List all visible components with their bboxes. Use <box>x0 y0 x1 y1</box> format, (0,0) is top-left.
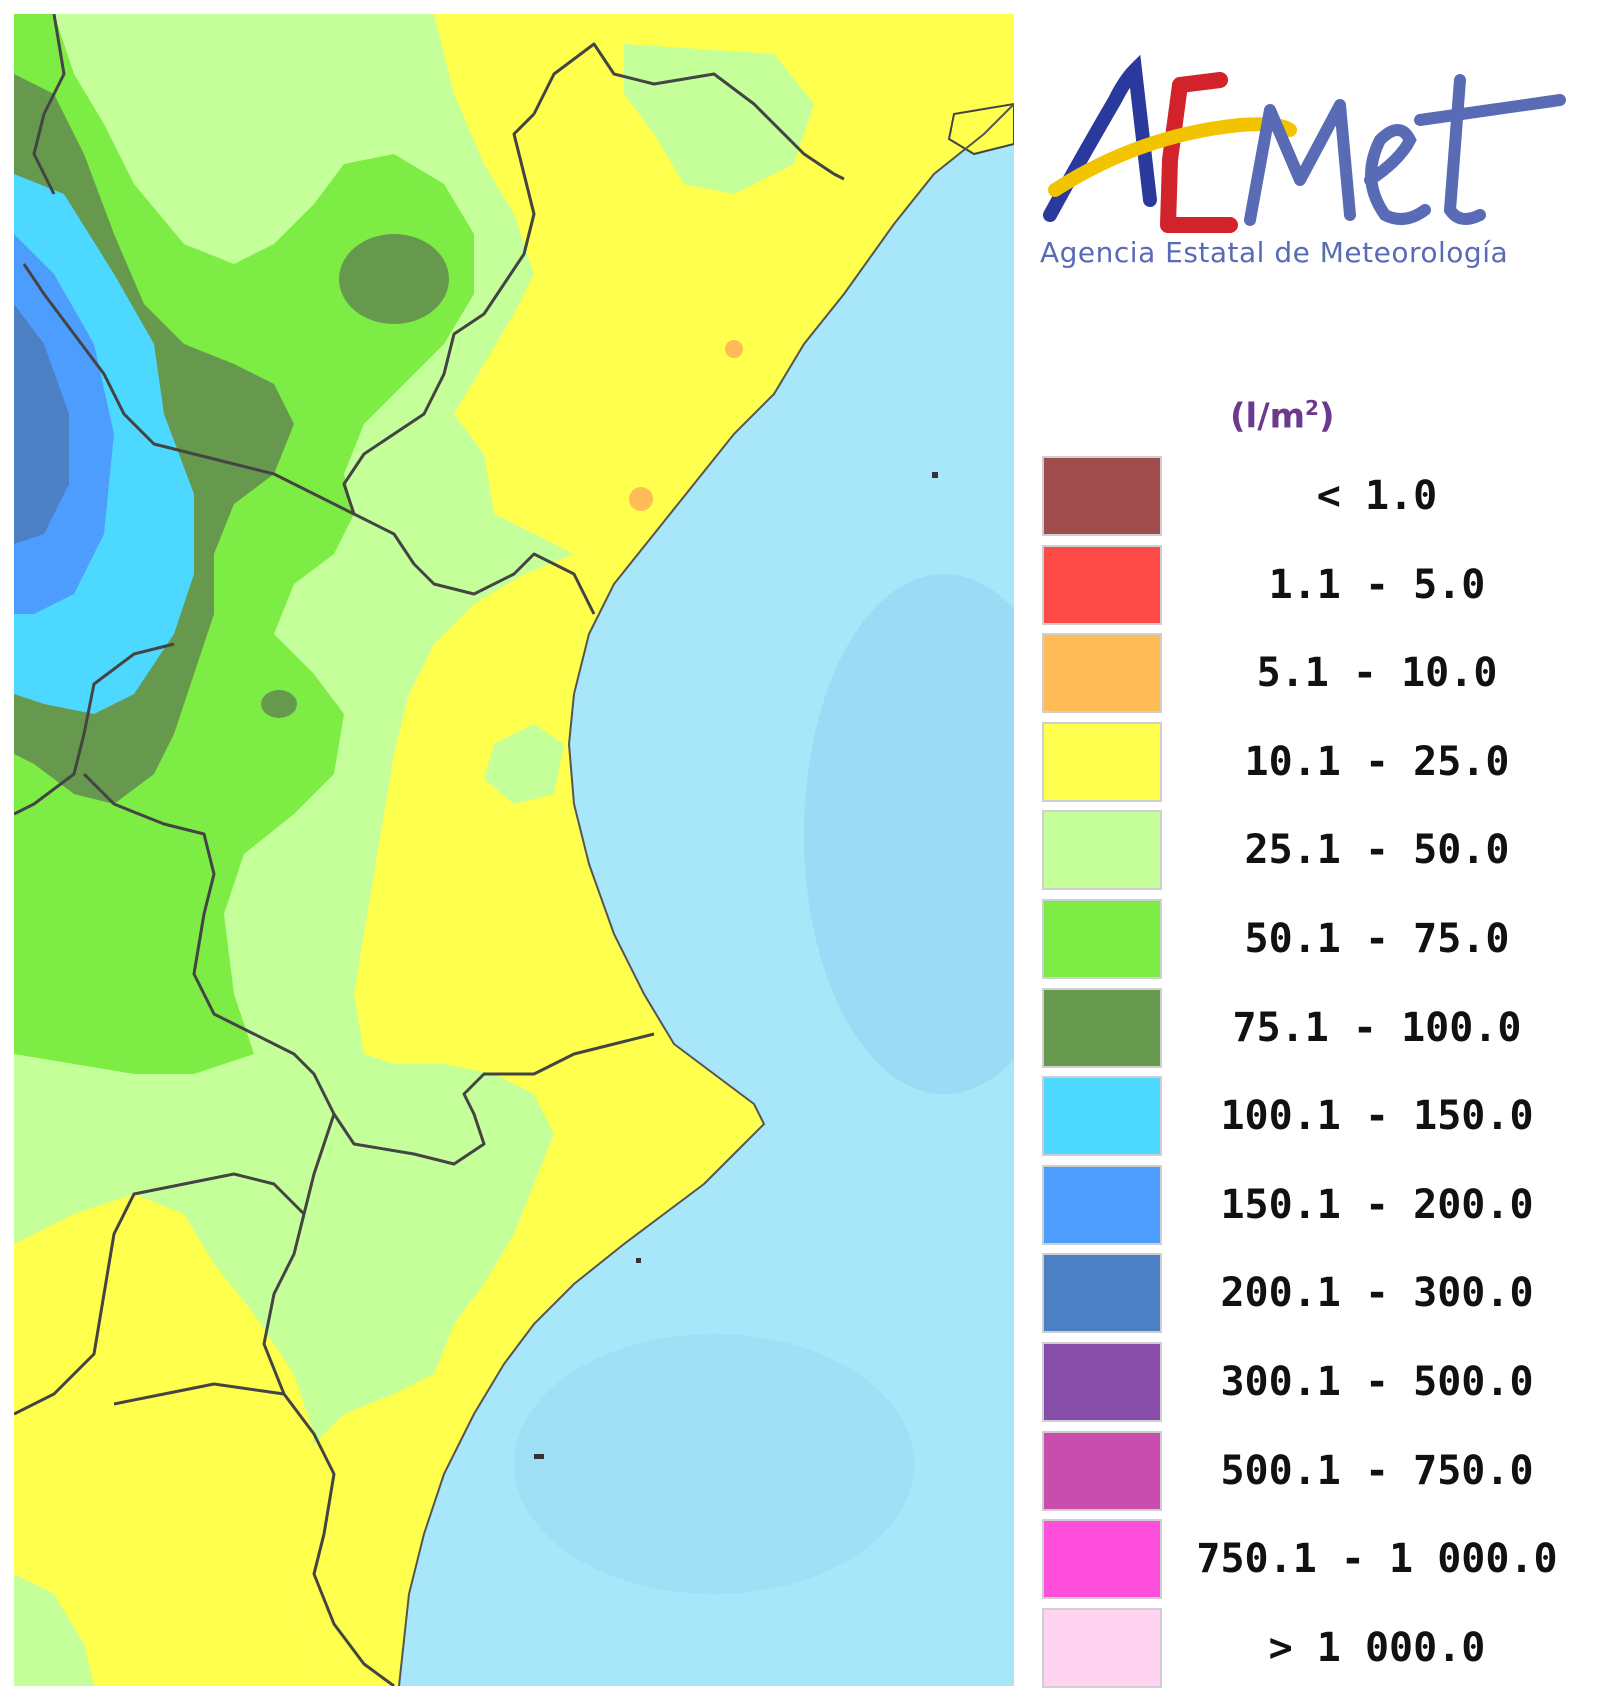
rain-zone-10-25 <box>434 14 1014 584</box>
legend-label: 200.1 - 300.0 <box>1220 1270 1534 1317</box>
legend-label: > 1 000.0 <box>1268 1624 1486 1671</box>
rain-zone-5-10 <box>725 340 743 358</box>
rain-zone-75-100 <box>339 234 449 324</box>
legend-row: 10.1 - 25.0 <box>1042 721 1582 811</box>
rain-zone-75-100 <box>261 690 297 718</box>
islet <box>636 1258 641 1263</box>
legend-row: 5.1 - 10.0 <box>1042 633 1582 722</box>
legend-swatch <box>1042 633 1162 714</box>
legend-swatch <box>1042 721 1162 802</box>
legend-row: 1.1 - 5.0 <box>1042 544 1582 634</box>
legend-row: 200.1 - 300.0 <box>1042 1253 1582 1342</box>
legend-label: 150.1 - 200.0 <box>1220 1181 1534 1228</box>
rain-zone-200-300 <box>14 304 69 544</box>
legend-swatch <box>1042 1076 1162 1157</box>
legend-swatch <box>1042 898 1162 979</box>
legend-swatch <box>1042 1164 1162 1245</box>
legend-label: 100.1 - 150.0 <box>1220 1093 1534 1140</box>
sea-deep-patch <box>514 1334 914 1594</box>
legend-label: 5.1 - 10.0 <box>1256 650 1498 697</box>
precipitation-map <box>14 14 1014 1686</box>
legend-swatch <box>1042 544 1162 625</box>
legend-swatch <box>1042 1253 1162 1334</box>
legend-row: 100.1 - 150.0 <box>1042 1076 1582 1165</box>
map-canvas <box>14 14 1014 1686</box>
legend-row: 150.1 - 200.0 <box>1042 1164 1582 1254</box>
precipitation-legend: < 1.0 1.1 - 5.0 5.1 - 10.0 10.1 - 25.0 25.1 … <box>1042 456 1582 1696</box>
aemet-logo-mark <box>1043 54 1566 233</box>
legend-swatch <box>1042 987 1162 1068</box>
rain-zone-10-25 <box>14 1194 314 1686</box>
legend-swatch <box>1042 1607 1162 1688</box>
legend-unit: (l/m2) <box>1230 396 1335 437</box>
rain-zone-10-25 <box>284 554 764 1686</box>
legend-row: 25.1 - 50.0 <box>1042 810 1582 899</box>
islet <box>534 1454 544 1459</box>
rain-zone-25-50 <box>484 724 564 804</box>
islet <box>932 472 938 478</box>
rain-zone-25-50 <box>14 1574 94 1686</box>
legend-swatch <box>1042 1341 1162 1422</box>
agency-name: Agencia Estatal de Meteorología <box>1040 236 1509 269</box>
legend-label: 1.1 - 5.0 <box>1268 561 1486 608</box>
legend-label: 300.1 - 500.0 <box>1220 1358 1534 1405</box>
legend-swatch <box>1042 456 1162 536</box>
legend-row: 750.1 - 1 000.0 <box>1042 1519 1582 1608</box>
legend-row: 500.1 - 750.0 <box>1042 1430 1582 1520</box>
coastline <box>398 103 1014 1686</box>
legend-swatch <box>1042 810 1162 891</box>
sea-deep-patch <box>804 574 1014 1094</box>
legend-label: 50.1 - 75.0 <box>1244 915 1510 962</box>
legend-swatch <box>1042 1430 1162 1511</box>
legend-label: 750.1 - 1 000.0 <box>1196 1536 1558 1583</box>
legend-label: 75.1 - 100.0 <box>1232 1004 1522 1051</box>
administrative-borders <box>14 14 845 1686</box>
island <box>947 102 1014 156</box>
legend-label: 25.1 - 50.0 <box>1244 827 1510 874</box>
legend-label: 500.1 - 750.0 <box>1220 1447 1534 1494</box>
rain-zone-5-10 <box>629 487 653 511</box>
legend-row: > 1 000.0 <box>1042 1607 1582 1697</box>
legend-swatch <box>1042 1519 1162 1600</box>
legend-row: 300.1 - 500.0 <box>1042 1341 1582 1431</box>
legend-row: 50.1 - 75.0 <box>1042 898 1582 988</box>
legend-row: < 1.0 <box>1042 456 1582 545</box>
legend-label: 10.1 - 25.0 <box>1244 738 1510 785</box>
legend-row: 75.1 - 100.0 <box>1042 987 1582 1077</box>
aemet-logo <box>1040 40 1580 290</box>
legend-label: < 1.0 <box>1316 473 1438 519</box>
